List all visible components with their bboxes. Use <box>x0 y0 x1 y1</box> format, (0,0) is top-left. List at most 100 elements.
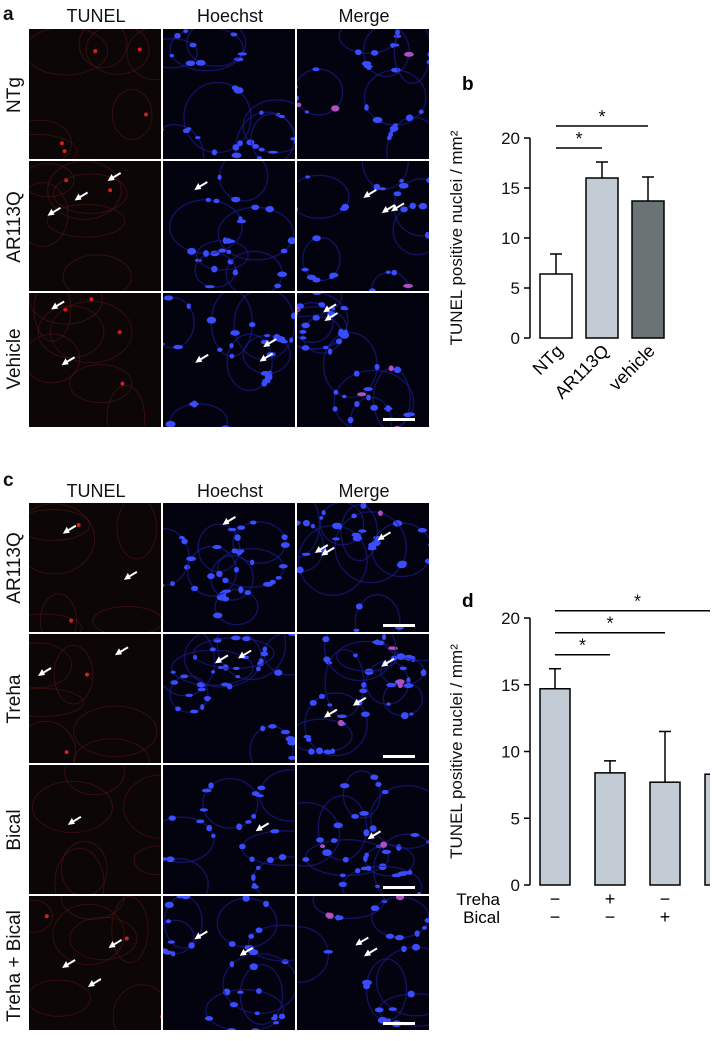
nucleus <box>393 191 401 196</box>
micrograph-a-ntg-hoechst <box>163 29 295 159</box>
nucleus <box>361 712 370 717</box>
condition-sign: − <box>605 907 616 927</box>
nucleus <box>291 313 295 320</box>
nucleus <box>189 402 198 406</box>
nucleus <box>237 525 245 529</box>
nucleus <box>390 128 396 132</box>
arrow-indicator <box>363 190 376 198</box>
nucleus <box>363 387 372 391</box>
nucleus <box>393 123 398 126</box>
nucleus <box>358 529 366 532</box>
nucleus <box>207 317 216 324</box>
nucleus <box>165 902 174 908</box>
nucleus <box>359 811 369 816</box>
nucleus <box>196 819 204 823</box>
panel-label-a: a <box>3 4 14 26</box>
nucleus <box>320 844 325 848</box>
y-tick-label: 15 <box>501 676 520 695</box>
cell-membrane <box>113 985 161 1030</box>
tunel-positive-nucleus <box>118 330 122 334</box>
nucleus <box>312 293 322 295</box>
condition-sign: + <box>605 889 616 909</box>
micrograph-texture <box>297 29 429 159</box>
nucleus <box>189 43 196 48</box>
scale-bar <box>383 418 415 421</box>
nucleus <box>370 825 377 831</box>
nucleus <box>187 248 196 255</box>
nucleus <box>279 564 288 568</box>
scale-bar <box>383 1022 415 1025</box>
nucleus <box>268 151 278 154</box>
nucleus <box>353 654 358 658</box>
bar <box>705 774 710 885</box>
nucleus <box>163 583 164 587</box>
nucleus <box>210 647 216 651</box>
nucleus <box>328 348 332 355</box>
nucleus <box>256 927 263 933</box>
cell-membrane <box>63 255 131 291</box>
nucleus <box>251 814 256 819</box>
nucleus <box>289 337 293 342</box>
nucleus <box>237 991 244 994</box>
nucleus <box>230 33 237 37</box>
nucleus <box>370 774 378 779</box>
cell-membrane <box>371 786 429 849</box>
nucleus <box>250 963 258 970</box>
nucleus <box>183 29 188 33</box>
nucleus <box>419 203 427 209</box>
nucleus <box>389 365 394 371</box>
micrograph-a-ntg-tunel <box>29 29 161 159</box>
cell-membrane <box>297 175 349 218</box>
y-tick-label: 10 <box>501 229 520 248</box>
nucleus <box>195 136 201 139</box>
nucleus <box>222 578 228 583</box>
nucleus <box>387 136 392 141</box>
cell-membrane <box>29 980 90 1016</box>
nucleus <box>211 266 217 273</box>
bar <box>540 689 570 885</box>
nucleus <box>312 277 320 282</box>
nucleus <box>185 694 193 697</box>
arrow-indicator <box>222 517 235 525</box>
nucleus <box>323 656 330 662</box>
micrograph-c-treha-hoechst <box>163 634 295 763</box>
nucleus <box>190 710 198 714</box>
nucleus <box>375 782 381 787</box>
nucleus <box>248 934 254 939</box>
nucleus <box>200 808 208 811</box>
nucleus <box>396 896 404 900</box>
nucleus <box>382 634 386 640</box>
nucleus <box>337 714 347 718</box>
nucleus <box>245 590 252 595</box>
nucleus <box>180 674 188 678</box>
nucleus <box>369 288 376 291</box>
nucleus <box>418 528 427 533</box>
y-axis-label: TUNEL positive nuclei / mm² <box>447 644 466 859</box>
micrograph-texture <box>297 896 429 1030</box>
nucleus <box>316 747 323 754</box>
arrow-indicator <box>324 710 337 718</box>
nucleus <box>395 29 400 35</box>
tunel-positive-nucleus <box>45 914 49 918</box>
nucleus <box>249 856 254 861</box>
cell-membrane <box>29 134 77 159</box>
nucleus <box>259 658 264 663</box>
significance-star: * <box>575 129 582 149</box>
nucleus <box>340 332 349 339</box>
nucleus <box>186 556 196 561</box>
arrow-indicator <box>355 938 368 946</box>
nucleus <box>297 85 298 89</box>
nucleus <box>262 379 270 384</box>
arrow-indicator <box>256 823 269 831</box>
nucleus <box>368 542 377 548</box>
panel-label-c: c <box>3 470 14 492</box>
significance-star: * <box>598 107 605 127</box>
col-header-tunel: TUNEL <box>29 481 163 502</box>
nucleus <box>260 726 265 732</box>
col-header-tunel: TUNEL <box>29 6 163 27</box>
cell-membrane <box>74 706 157 756</box>
arrow-indicator <box>364 948 377 956</box>
nucleus <box>340 306 347 309</box>
nucleus <box>379 187 387 190</box>
cell-membrane <box>220 161 268 201</box>
